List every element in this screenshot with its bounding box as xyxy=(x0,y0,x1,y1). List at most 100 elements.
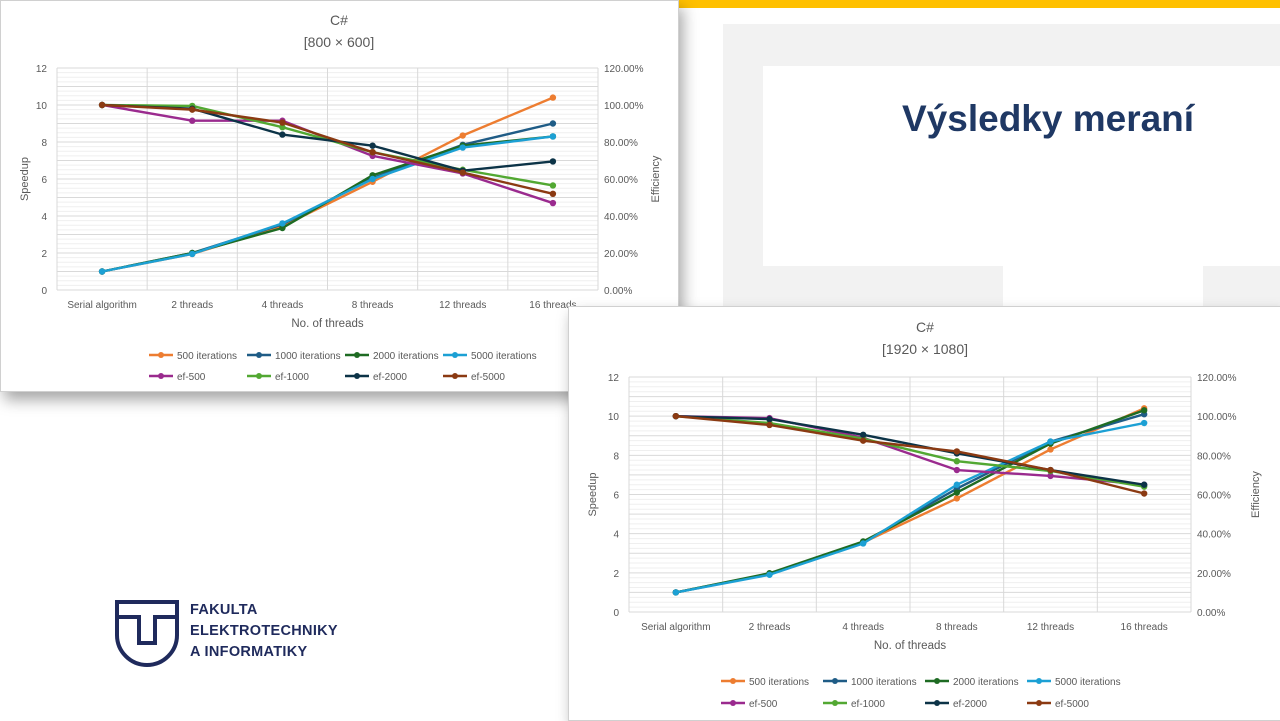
legend-label: 5000 iterations xyxy=(471,351,537,362)
x-tick-label: 4 threads xyxy=(262,300,304,311)
data-point xyxy=(1047,446,1054,453)
data-point xyxy=(189,117,196,124)
y2-tick-label: 60.00% xyxy=(1197,491,1231,502)
data-point xyxy=(549,182,557,189)
legend-label: 500 iterations xyxy=(177,351,237,362)
legend-label: ef-500 xyxy=(177,372,206,383)
legend-swatch-marker xyxy=(452,373,458,379)
data-point xyxy=(369,175,376,183)
y2-tick-label: 100.00% xyxy=(1197,412,1237,423)
data-point xyxy=(189,250,196,258)
accent-bar xyxy=(660,0,1280,8)
data-point xyxy=(549,199,557,207)
chart-title: C# xyxy=(916,319,934,335)
legend-label: ef-1000 xyxy=(851,699,885,710)
data-point xyxy=(279,220,286,227)
legend-label: ef-500 xyxy=(749,699,778,710)
y2-tick-label: 120.00% xyxy=(604,64,644,75)
legend-label: ef-5000 xyxy=(471,372,505,383)
legend-label: ef-5000 xyxy=(1055,699,1089,710)
data-point xyxy=(1140,407,1148,414)
y2-tick-label: 40.00% xyxy=(604,212,638,223)
y2-tick-label: 20.00% xyxy=(604,249,638,260)
y-tick-label: 8 xyxy=(613,451,619,462)
slide-title: Výsledky meraní xyxy=(902,98,1195,139)
data-point xyxy=(279,119,286,126)
y-tick-label: 4 xyxy=(613,530,619,541)
data-point xyxy=(549,158,557,165)
x-tick-label: 4 threads xyxy=(842,622,884,633)
data-point xyxy=(459,169,466,176)
legend-swatch-marker xyxy=(934,678,940,684)
x-tick-label: 8 threads xyxy=(936,622,978,633)
legend-swatch-marker xyxy=(934,700,940,706)
y-axis-title: Speedup xyxy=(19,157,31,201)
y-tick-label: 10 xyxy=(36,101,48,112)
legend-label: 500 iterations xyxy=(749,677,809,688)
series-line-ef-5000 xyxy=(675,414,1145,495)
logo-line-3: A INFORMATIKY xyxy=(190,644,308,660)
data-point xyxy=(369,142,376,149)
data-point xyxy=(279,224,286,232)
legend-label: 2000 iterations xyxy=(953,677,1019,688)
data-point xyxy=(549,133,557,140)
data-point xyxy=(189,106,196,113)
faculty-logo-text: FAKULTA ELEKTROTECHNIKY A INFORMATIKY xyxy=(190,600,338,663)
y2-tick-label: 60.00% xyxy=(604,175,638,186)
data-point xyxy=(279,131,286,138)
legend-swatch-marker xyxy=(354,352,360,358)
data-point xyxy=(549,190,557,197)
y-tick-label: 0 xyxy=(41,286,47,297)
legend-swatch-marker xyxy=(158,352,164,358)
data-point xyxy=(1140,481,1148,488)
chart-800x600: C# [800 × 600] 0 2 4 6 8 10 12 0.00% 20.00% 40.00% 6… xyxy=(0,0,679,392)
x-tick-label: 8 threads xyxy=(352,300,394,311)
y2-tick-label: 120.00% xyxy=(1197,373,1237,384)
data-point xyxy=(1140,490,1148,497)
x-tick-label: Serial algorithm xyxy=(641,622,710,633)
data-point xyxy=(953,458,961,465)
x-axis-title: No. of threads xyxy=(291,318,363,330)
data-point xyxy=(953,448,961,455)
data-point xyxy=(549,120,557,127)
legend-label: ef-2000 xyxy=(373,372,407,383)
y2-axis-title: Efficiency xyxy=(1250,471,1262,518)
legend-label: 1000 iterations xyxy=(851,677,917,688)
y-tick-label: 10 xyxy=(608,412,620,423)
legend-label: 5000 iterations xyxy=(1055,677,1121,688)
data-point xyxy=(859,437,867,444)
y2-tick-label: 80.00% xyxy=(1197,451,1231,462)
y2-tick-label: 40.00% xyxy=(1197,530,1231,541)
legend-swatch-marker xyxy=(354,373,360,379)
legend-swatch-marker xyxy=(256,373,262,379)
legend-swatch-marker xyxy=(832,678,838,684)
x-axis-title: No. of threads xyxy=(874,640,946,652)
y-tick-label: 6 xyxy=(41,175,47,186)
legend-swatch-marker xyxy=(1036,678,1042,684)
y-tick-label: 6 xyxy=(613,491,619,502)
legend-swatch-marker xyxy=(1036,700,1042,706)
chart-1920x1080: C# [1920 × 1080] 0 2 4 6 8 10 12 0.00% 20.00% 40.00… xyxy=(568,306,1280,721)
data-point xyxy=(98,101,106,109)
data-point xyxy=(766,421,773,429)
legend-swatch-marker xyxy=(730,678,736,684)
y2-axis-title: Efficiency xyxy=(650,155,662,202)
y-tick-label: 8 xyxy=(41,138,47,149)
series-line-5000-iterations xyxy=(101,135,554,273)
data-point xyxy=(1140,419,1148,427)
chart-subtitle: [800 × 600] xyxy=(304,34,374,50)
y-tick-label: 12 xyxy=(608,373,620,384)
legend-swatch-marker xyxy=(158,373,164,379)
data-point xyxy=(953,481,961,488)
y-tick-label: 0 xyxy=(613,608,619,619)
x-tick-label: 12 threads xyxy=(439,300,486,311)
chart-1920x1080-svg: C#[1920 × 1080]0246810120.00%20.00%40.00… xyxy=(587,319,1262,710)
legend-swatch-marker xyxy=(256,352,262,358)
logo-line-1: FAKULTA xyxy=(190,602,258,618)
y2-tick-label: 0.00% xyxy=(604,286,632,297)
data-point xyxy=(859,540,867,547)
chart-title: C# xyxy=(330,12,348,28)
data-point xyxy=(1047,472,1054,480)
data-point xyxy=(459,132,466,139)
data-point xyxy=(98,268,106,275)
